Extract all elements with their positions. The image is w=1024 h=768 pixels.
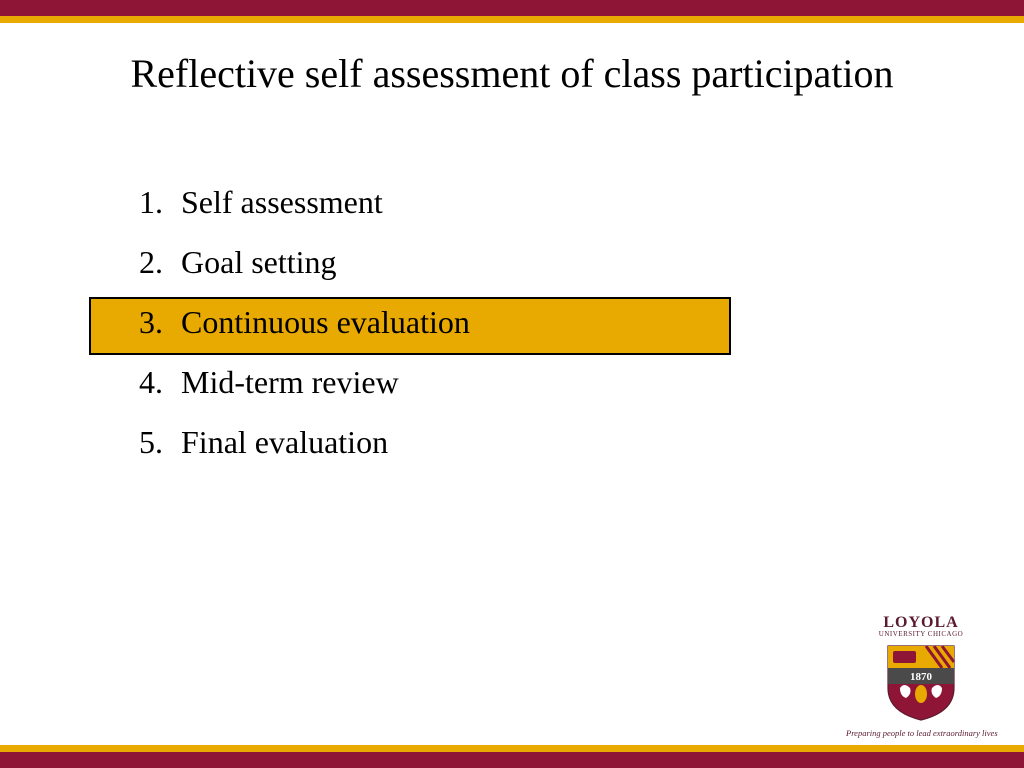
bottom-band-gold xyxy=(0,745,1024,752)
top-band xyxy=(0,0,1024,23)
bottom-band-maroon xyxy=(0,752,1024,768)
list-text: Self assessment xyxy=(181,186,383,218)
list-text: Continuous evaluation xyxy=(181,306,470,338)
list-item: 1. Self assessment xyxy=(118,172,470,232)
list-number: 1. xyxy=(118,186,181,218)
numbered-list: 1. Self assessment 2. Goal setting 3. Co… xyxy=(118,172,470,472)
list-number: 5. xyxy=(118,426,181,458)
list-text: Mid-term review xyxy=(181,366,399,398)
logo-subtitle: UNIVERSITY CHICAGO xyxy=(846,630,996,638)
list-item: 4. Mid-term review xyxy=(118,352,470,412)
list-number: 2. xyxy=(118,246,181,278)
list-item: 5. Final evaluation xyxy=(118,412,470,472)
university-logo: LOYOLA UNIVERSITY CHICAGO 1870 Preparing… xyxy=(846,614,996,738)
crest-icon: 1870 xyxy=(884,642,958,722)
slide-title: Reflective self assessment of class part… xyxy=(0,50,1024,97)
list-item: 3. Continuous evaluation xyxy=(118,292,470,352)
bottom-band xyxy=(0,745,1024,768)
list-number: 4. xyxy=(118,366,181,398)
top-band-maroon xyxy=(0,0,1024,16)
list-text: Goal setting xyxy=(181,246,337,278)
list-number: 3. xyxy=(118,306,181,338)
list-item: 2. Goal setting xyxy=(118,232,470,292)
logo-tagline: Preparing people to lead extraordinary l… xyxy=(846,728,996,738)
top-band-gold xyxy=(0,16,1024,23)
list-text: Final evaluation xyxy=(181,426,388,458)
crest-year: 1870 xyxy=(910,671,933,683)
slide: Reflective self assessment of class part… xyxy=(0,0,1024,768)
